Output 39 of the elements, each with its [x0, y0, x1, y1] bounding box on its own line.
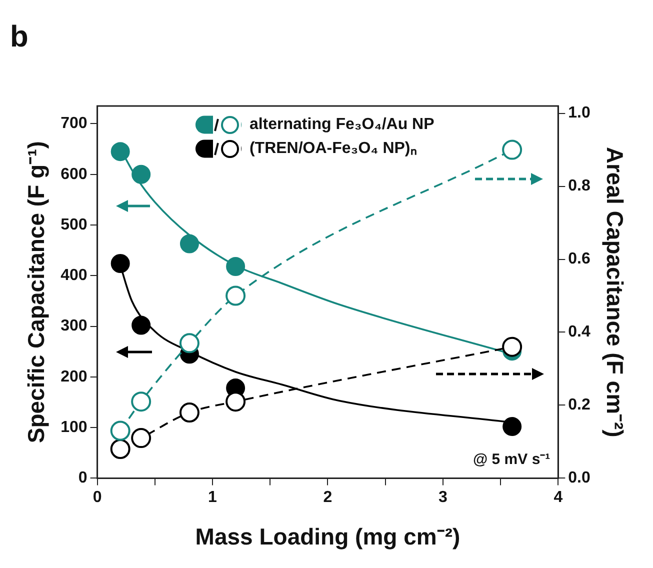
y2-tick-label: 0.6: [568, 250, 590, 268]
point: [131, 392, 152, 412]
chart-title: b: [10, 20, 28, 54]
annotation: @ 5 mV s⁻¹: [473, 451, 550, 468]
y-tick-label: 100: [60, 418, 88, 436]
y2-axis-title: Areal Capacitance (F cm⁻²): [602, 146, 628, 438]
x-tick-label: 0: [92, 489, 102, 506]
x-tick-label: 1: [208, 489, 218, 506]
y-tick-label: 700: [60, 115, 88, 132]
point: [502, 140, 522, 160]
y-tick-label: 500: [60, 216, 88, 234]
point: [110, 142, 130, 162]
y-tick-label: 600: [60, 166, 88, 183]
y-tick-label: 300: [60, 318, 88, 335]
legend-label: (TREN/OA-Fe₃O₄ NP)ₙ: [249, 140, 416, 158]
y2-tick-label: 0.2: [568, 396, 590, 414]
y2-tick-label: 0.4: [568, 324, 590, 341]
y-tick-label: 200: [60, 368, 88, 386]
point: [502, 336, 522, 357]
x-tick-label: 3: [438, 489, 448, 506]
point: [180, 234, 199, 254]
y-tick-label: 400: [60, 267, 88, 284]
x-tick-label: 2: [323, 489, 332, 506]
y-axis-title: Specific Capacitance (F g⁻¹): [23, 141, 50, 444]
point: [502, 417, 522, 436]
point: [179, 333, 200, 354]
point: [110, 420, 130, 441]
y-tick-label: 0: [78, 470, 88, 487]
x-tick-label: 4: [554, 489, 563, 506]
legend-label: alternating Fe₃O₄/Au NP: [249, 116, 435, 134]
point: [226, 286, 246, 306]
x-axis-title: Mass Loading (mg cm⁻²): [195, 524, 460, 550]
y2-tick-label: 0.8: [568, 178, 590, 195]
point: [226, 257, 246, 276]
y2-tick-label: 0.0: [568, 470, 590, 487]
point: [132, 164, 151, 184]
point: [110, 254, 130, 273]
y2-tick-label: 1.0: [568, 104, 590, 122]
point: [132, 316, 151, 335]
